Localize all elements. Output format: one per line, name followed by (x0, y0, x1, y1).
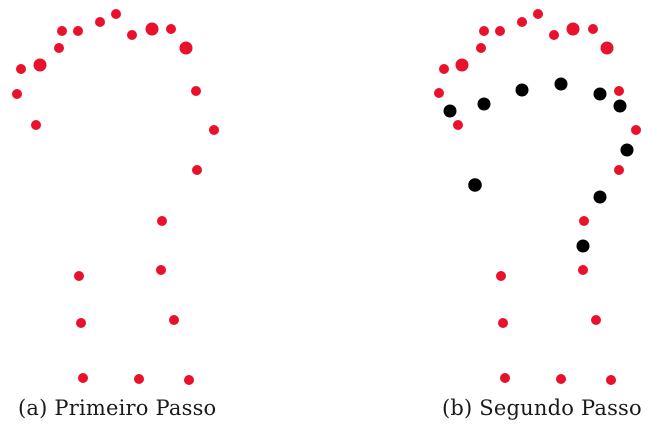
caption-b: (b) Segundo Passo (442, 396, 642, 420)
red-point (12, 89, 22, 99)
red-point (591, 315, 601, 325)
red-point (631, 125, 641, 135)
red-point (614, 165, 624, 175)
red-point (556, 374, 566, 384)
black-point (477, 97, 491, 111)
red-point (134, 374, 144, 384)
panel-b: (b) Segundo Passo (430, 0, 657, 429)
red-point (476, 43, 486, 53)
panel-b-points (434, 9, 641, 385)
red-point (191, 86, 201, 96)
black-point (613, 99, 627, 113)
black-point (576, 239, 590, 253)
red-point (166, 24, 176, 34)
red-point (453, 120, 463, 130)
red-point (16, 64, 26, 74)
red-point (566, 22, 580, 36)
red-point (549, 30, 559, 40)
red-point (495, 26, 505, 36)
red-point (111, 9, 121, 19)
panel-a-points (12, 9, 219, 385)
red-point (57, 26, 67, 36)
black-point (593, 87, 607, 101)
red-point (169, 315, 179, 325)
red-point (533, 9, 543, 19)
red-point (156, 265, 166, 275)
red-point (500, 373, 510, 383)
red-point (498, 318, 508, 328)
red-point (517, 17, 527, 27)
red-point (127, 30, 137, 40)
caption-a: (a) Primeiro Passo (18, 396, 217, 420)
red-point (73, 26, 83, 36)
black-point (593, 190, 607, 204)
red-point (31, 120, 41, 130)
black-point (443, 104, 457, 118)
red-point (54, 43, 64, 53)
red-point (157, 216, 167, 226)
red-point (74, 271, 84, 281)
black-point (515, 83, 529, 97)
red-point (192, 165, 202, 175)
black-point (468, 178, 482, 192)
red-point (179, 41, 193, 55)
red-point (434, 88, 444, 98)
red-point (606, 375, 616, 385)
red-point (614, 86, 624, 96)
red-point (209, 125, 219, 135)
red-point (76, 318, 86, 328)
red-point (479, 26, 489, 36)
red-point (95, 17, 105, 27)
red-point (78, 373, 88, 383)
red-point (496, 271, 506, 281)
red-point (145, 22, 159, 36)
red-point (579, 216, 589, 226)
black-point (620, 143, 634, 157)
panel-a: (a) Primeiro Passo (12, 9, 219, 420)
black-point (554, 77, 568, 91)
red-point (184, 375, 194, 385)
red-point (588, 24, 598, 34)
red-point (33, 58, 47, 72)
red-point (455, 58, 469, 72)
red-point (439, 64, 449, 74)
red-point (600, 41, 614, 55)
red-point (578, 265, 588, 275)
